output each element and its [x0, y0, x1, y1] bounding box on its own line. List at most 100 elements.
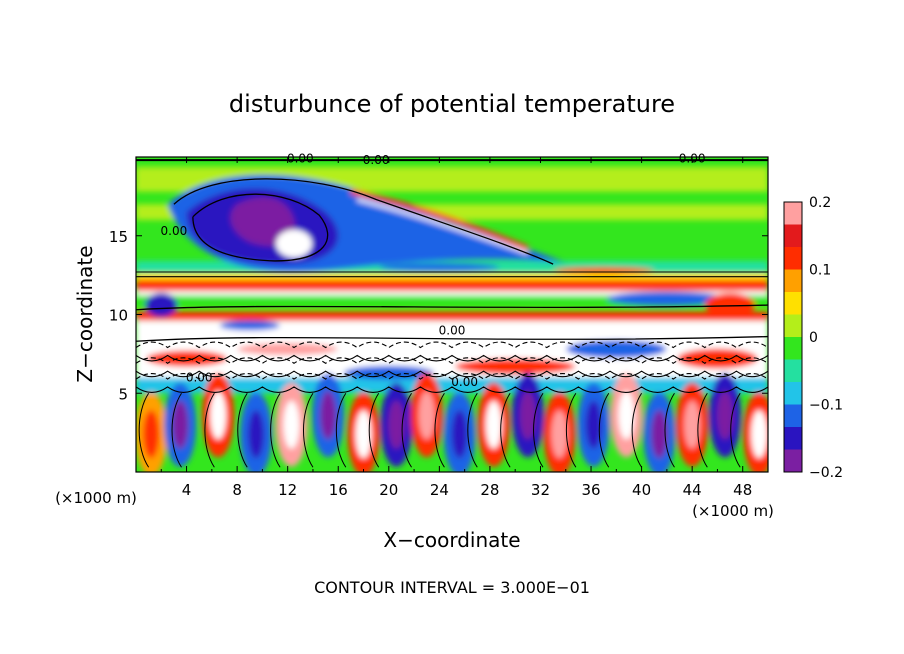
colorbar-swatch	[784, 359, 802, 383]
contour-line	[136, 341, 768, 349]
contour-label: 0.00	[161, 224, 188, 238]
x-tick-label: 24	[430, 481, 449, 499]
field-cell	[172, 400, 189, 449]
contour-line	[730, 392, 741, 468]
field-cell	[418, 391, 435, 440]
contour-line	[138, 392, 150, 468]
colorbar-swatch	[784, 224, 802, 248]
contour-line	[565, 392, 577, 468]
contour-line	[467, 392, 478, 468]
chart-title: disturbunce of potential temperature	[229, 90, 675, 118]
field-cell	[551, 410, 568, 459]
field-cell	[320, 391, 337, 440]
colorbar-tick-label: 0	[809, 330, 818, 346]
contour-line	[401, 392, 412, 468]
x-tick-label: 44	[683, 481, 702, 499]
x-tick-label: 4	[182, 481, 192, 499]
colorbar-swatch	[784, 382, 802, 405]
field-blob	[705, 293, 756, 318]
colorbar-swatch	[784, 449, 802, 473]
contour-line	[598, 392, 610, 468]
y-axis-label: Z−coordinate	[73, 245, 97, 382]
plot-area	[136, 157, 768, 472]
colorbar-swatch	[784, 314, 802, 338]
colorbar-swatch	[784, 337, 802, 360]
contour-line	[136, 373, 768, 380]
contour-line	[270, 392, 281, 468]
contour-label-layer: 0.00 0.00 0.00 0.00 0.00 0.00 0.00	[161, 152, 706, 390]
x-tick-label: 40	[632, 481, 651, 499]
field-band	[136, 311, 768, 321]
temperature-field	[136, 157, 768, 472]
contour-line	[664, 392, 675, 468]
field-cell	[388, 400, 405, 449]
field-band	[136, 295, 768, 307]
colorbar-swatch	[784, 292, 802, 315]
colorbar-swatches	[784, 202, 802, 473]
field-cell	[751, 410, 768, 459]
field-cell	[210, 391, 227, 440]
field-cell	[355, 410, 372, 459]
field-blob	[146, 350, 227, 367]
x-tick-label: 32	[531, 481, 550, 499]
field-band	[136, 290, 768, 296]
contour-line	[533, 392, 544, 468]
contour-label: 0.00	[679, 152, 706, 166]
field-blob	[276, 229, 312, 258]
contour-label: 0.00	[186, 371, 213, 385]
field-blob	[145, 293, 178, 318]
x-tick-label: 20	[379, 481, 398, 499]
contour-label: 0.00	[287, 152, 314, 166]
colorbar-tick-label: 0.2	[809, 195, 831, 211]
field-cell	[684, 400, 701, 449]
field-cell	[519, 391, 536, 440]
colorbar-swatch	[784, 404, 802, 428]
contour-line	[136, 304, 768, 311]
field-cell	[485, 400, 502, 449]
contour-line	[368, 392, 380, 468]
y-tick-label: 5	[118, 385, 128, 403]
colorbar-swatch	[784, 247, 802, 270]
x-unit-label: (×1000 m)	[692, 502, 774, 520]
contour-line	[631, 392, 643, 468]
field-band	[136, 157, 768, 169]
field-cell	[585, 400, 602, 449]
contour-line	[136, 386, 768, 394]
field-blob	[553, 267, 654, 274]
colorbar-labels: 0.2 0.1 0 −0.1 −0.2	[809, 195, 843, 481]
contour-label: 0.00	[451, 375, 478, 389]
field-blob	[237, 343, 338, 356]
field-cell	[717, 391, 734, 440]
x-tick-label: 12	[278, 481, 297, 499]
field-cell	[283, 400, 300, 449]
contour-line	[697, 392, 708, 468]
field-band	[136, 346, 768, 378]
contour-interval-note: CONTOUR INTERVAL = 3.000E−01	[314, 578, 590, 597]
contour-label: 0.00	[439, 323, 466, 337]
z-unit-label: (×1000 m)	[55, 489, 137, 507]
field-blob	[606, 291, 727, 306]
contour-line	[136, 370, 768, 378]
field-blob	[455, 358, 576, 375]
contour-line	[171, 392, 182, 468]
contour-label: 0.00	[363, 153, 390, 167]
contour-line	[434, 392, 445, 468]
colorbar-tick-label: −0.1	[809, 398, 843, 414]
colorbar-tick-label: 0.1	[809, 263, 831, 279]
contour-line	[173, 178, 554, 265]
x-tick-label: 28	[480, 481, 499, 499]
contour-line	[335, 392, 347, 468]
x-tick-label: 16	[329, 481, 348, 499]
field-blob	[219, 320, 280, 331]
colorbar-tick-label: −0.2	[809, 465, 843, 481]
field-band	[136, 279, 768, 291]
field-cell	[618, 391, 635, 440]
contour-line	[500, 392, 511, 468]
colorbar-swatch	[784, 269, 802, 293]
contour-line	[136, 335, 768, 342]
field-streak	[350, 189, 529, 251]
y-tick-label: 15	[109, 228, 128, 246]
x-tick-label: 48	[733, 481, 752, 499]
field-cell	[451, 410, 468, 459]
